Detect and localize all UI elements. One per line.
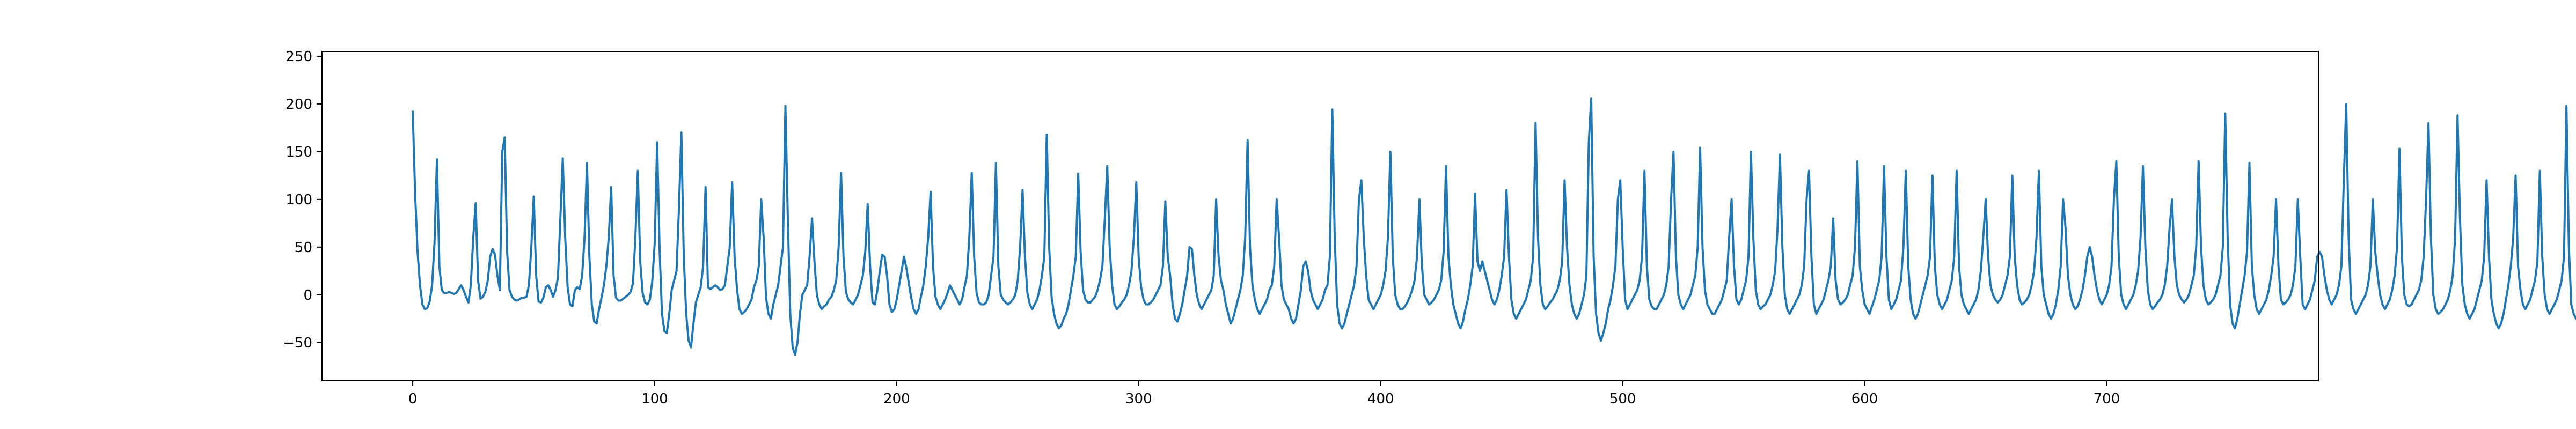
- y-tick-label: 250: [286, 49, 312, 65]
- y-tick-label: 200: [286, 97, 312, 113]
- x-tick-label: 300: [1125, 391, 1152, 407]
- x-tick-label: 0: [408, 391, 418, 407]
- x-tick-label: 700: [2094, 391, 2120, 407]
- x-tick-label: 500: [1609, 391, 1636, 407]
- y-tick-label: 100: [286, 192, 312, 208]
- y-tick-label: 50: [295, 240, 312, 256]
- series-line-0: [412, 97, 2576, 356]
- y-tick-label: −50: [283, 335, 312, 351]
- y-tick-label: 150: [286, 144, 312, 160]
- x-tick-label: 200: [883, 391, 910, 407]
- x-tick-label: 400: [1367, 391, 1394, 407]
- y-axis: −50 0 50 100 150 200 250: [283, 49, 322, 351]
- x-tick-label: 100: [641, 391, 668, 407]
- plot-frame: [321, 51, 2319, 381]
- plot-area: [412, 97, 2576, 356]
- x-axis: 0 100 200 300 400 500 600 700: [408, 381, 2120, 407]
- y-tick-label: 0: [303, 287, 312, 304]
- x-tick-label: 600: [1851, 391, 1878, 407]
